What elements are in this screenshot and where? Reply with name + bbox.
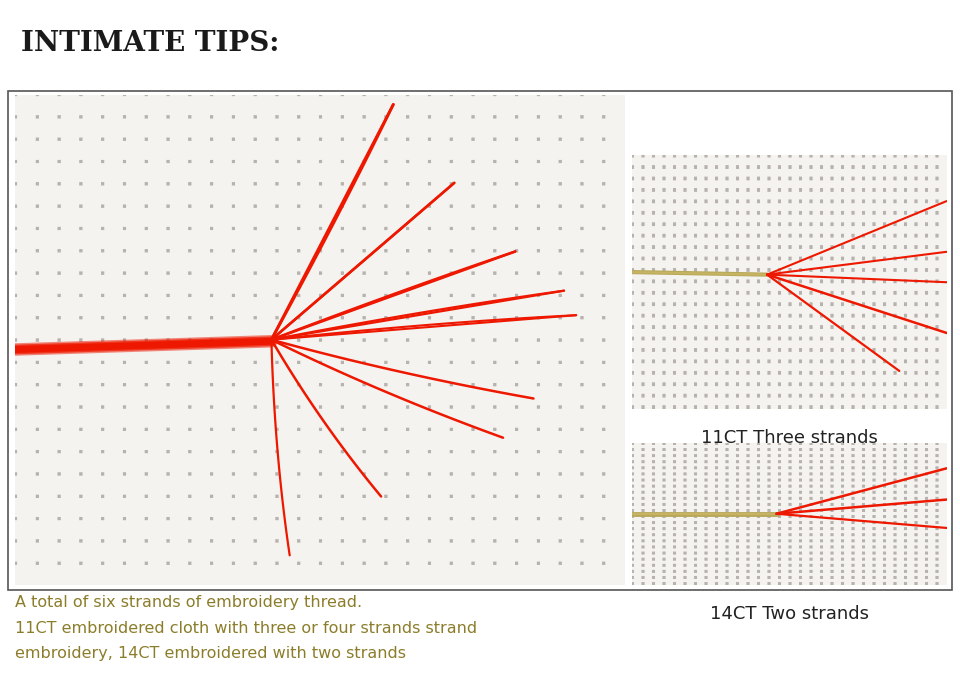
Text: 11CT embroidered cloth with three or four strands strand: 11CT embroidered cloth with three or fou… — [15, 621, 477, 635]
Text: A total of six strands of embroidery thread.: A total of six strands of embroidery thr… — [15, 595, 363, 610]
Bar — [8, 91, 952, 590]
Text: 14CT Two strands: 14CT Two strands — [709, 605, 869, 623]
Text: INTIMATE TIPS:: INTIMATE TIPS: — [21, 30, 279, 57]
Text: embroidery, 14CT embroidered with two strands: embroidery, 14CT embroidered with two st… — [15, 646, 406, 661]
Text: 11CT Three strands: 11CT Three strands — [701, 429, 877, 448]
